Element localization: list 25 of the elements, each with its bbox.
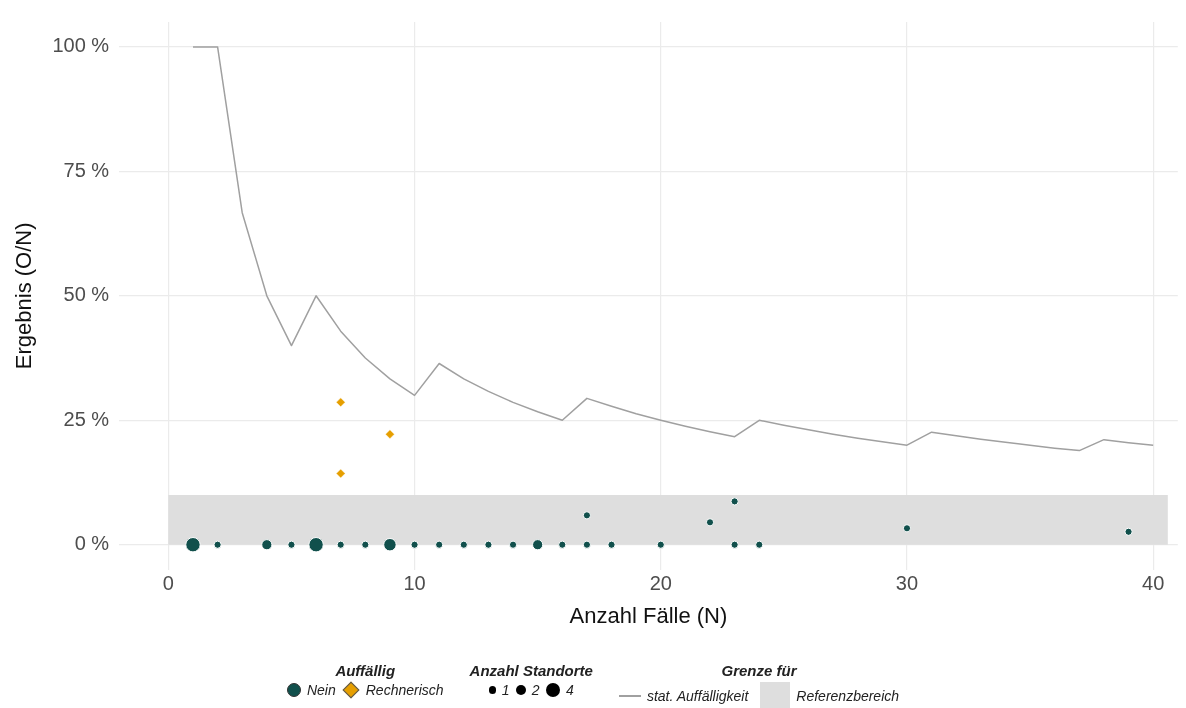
- text: Grenze für: [721, 662, 797, 679]
- point: [335, 397, 346, 408]
- y-tick-label: 100 %: [52, 34, 110, 57]
- x-tick-label: 20: [649, 572, 672, 595]
- y-tick-label: 25 %: [63, 407, 110, 430]
- x-tick-label: 40: [1142, 572, 1165, 595]
- legend-label: 1: [501, 682, 510, 698]
- y-tick-label: 0 %: [74, 532, 110, 555]
- x-tick-label: 30: [895, 572, 919, 595]
- legend-label: Nein: [306, 682, 336, 698]
- point: [385, 429, 395, 439]
- point: [335, 468, 346, 479]
- text: Anzahl Standorte: [469, 662, 593, 679]
- legend-label: Referenzbereich: [796, 688, 900, 704]
- legend-label: 2: [531, 682, 540, 698]
- legend-title: Auffällig: [335, 662, 396, 679]
- legend-label: stat. Auffälligkeit: [646, 688, 749, 704]
- y-tick-label: 50 %: [63, 283, 110, 306]
- x-tick-label: 10: [403, 572, 426, 595]
- y-axis-title: Ergebnis (O/N): [11, 222, 37, 370]
- x-tick-label: 0: [162, 572, 174, 595]
- legend-label: 4: [566, 682, 574, 698]
- legend-label: Rechnerisch: [365, 682, 444, 698]
- y-tick-label: 75 %: [63, 158, 110, 181]
- x-axis-title: Anzahl Fälle (N): [569, 602, 728, 628]
